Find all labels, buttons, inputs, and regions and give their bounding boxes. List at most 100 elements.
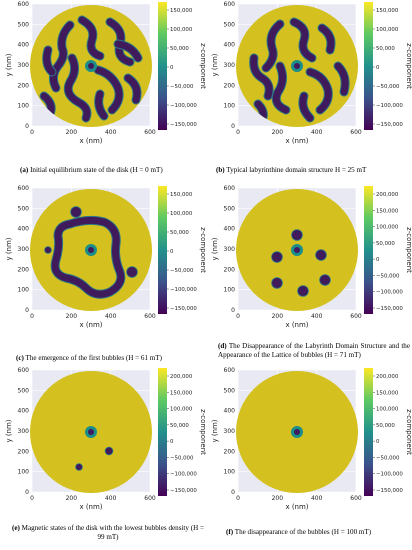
caption-letter-a: (a) bbox=[20, 166, 29, 174]
colorbar-tick-label: 0 bbox=[170, 249, 174, 255]
y-tick-label: 200 bbox=[18, 448, 30, 455]
colorbar-tick-label: 0 bbox=[376, 439, 380, 445]
bubble-domain bbox=[272, 252, 282, 262]
colorbar-tick-label: 50,000 bbox=[376, 46, 395, 52]
stripe-domain bbox=[306, 68, 332, 114]
stripe-domain bbox=[262, 20, 284, 72]
colorbar-c bbox=[158, 186, 167, 314]
y-tick-label: 200 bbox=[18, 82, 30, 89]
colorbar-tick-label: 100,000 bbox=[170, 27, 193, 33]
colorbar-tick-label: −100,000 bbox=[170, 103, 197, 109]
x-axis-label: x (nm) bbox=[285, 321, 308, 329]
x-tick-label: 600 bbox=[350, 495, 362, 502]
colorbar-tick-label: −50,000 bbox=[170, 84, 194, 90]
core-center bbox=[88, 429, 94, 435]
colorbar-tick-label: 50,000 bbox=[376, 423, 395, 429]
x-tick-label: 0 bbox=[30, 313, 34, 320]
y-axis-label: y (nm) bbox=[5, 237, 13, 260]
colorbar-tick-label: −150,000 bbox=[376, 306, 403, 312]
y-tick-label: 400 bbox=[18, 226, 30, 233]
y-tick-label: 600 bbox=[18, 1, 30, 8]
x-tick-label: 600 bbox=[144, 495, 156, 502]
bubble-domain bbox=[45, 247, 51, 253]
colorbar-label: z-component bbox=[199, 409, 207, 455]
stripe-domain bbox=[95, 90, 108, 120]
y-tick-label: 200 bbox=[224, 266, 236, 273]
core-center bbox=[294, 63, 300, 69]
y-tick-label: 500 bbox=[224, 205, 236, 212]
caption-text-e: Magnetic states of the disk with the low… bbox=[21, 524, 204, 541]
colorbar-tick-label: 0 bbox=[170, 439, 174, 445]
caption-text-d: The Disappearance of the Labyrinth Domai… bbox=[218, 342, 410, 359]
plot-f: 0 100 200 300 400 500 600 0 200 400 600 x (nm) y (nm… bbox=[211, 367, 412, 511]
bubble-domain bbox=[71, 207, 81, 217]
y-tick-label: 300 bbox=[224, 246, 236, 253]
x-axis-label: x (nm) bbox=[285, 137, 308, 145]
x-tick-label: 0 bbox=[236, 129, 240, 136]
x-tick-label: 0 bbox=[30, 495, 34, 502]
y-tick-label: 200 bbox=[18, 266, 30, 273]
stripe-domain bbox=[124, 74, 141, 104]
y-axis-label: y (nm) bbox=[5, 419, 13, 442]
bubble-domain bbox=[127, 267, 137, 277]
y-tick-label: 400 bbox=[224, 408, 236, 415]
plot-a: 0 100 200 300 400 500 600 0 200 400 600 x (nm) y (nm… bbox=[5, 1, 207, 145]
x-tick-label: 400 bbox=[105, 495, 117, 502]
figure-panel-e: 0 100 200 300 400 500 600 0 200 400 600 x (nm) y (nm… bbox=[0, 366, 207, 544]
bubble-domain bbox=[320, 275, 330, 285]
x-tick-label: 600 bbox=[350, 313, 362, 320]
y-tick-label: 300 bbox=[224, 62, 236, 69]
y-tick-label: 600 bbox=[224, 185, 236, 192]
caption-f: (f) The disappearance of the bubbles (H … bbox=[226, 528, 412, 537]
x-tick-label: 600 bbox=[144, 313, 156, 320]
colorbar-f bbox=[364, 368, 373, 496]
core-center bbox=[294, 429, 300, 435]
stripe-domain bbox=[51, 216, 125, 298]
x-tick-label: 400 bbox=[311, 129, 323, 136]
x-tick-label: 200 bbox=[66, 495, 78, 502]
core-center bbox=[88, 63, 94, 69]
colorbar-tick-label: 200,000 bbox=[376, 192, 399, 198]
figure-panel-d: 0 100 200 300 400 500 600 0 200 400 600 x (nm) y (nm… bbox=[206, 184, 412, 362]
y-tick-label: 100 bbox=[224, 103, 236, 110]
colorbar-tick-label: 200,000 bbox=[376, 374, 399, 380]
y-tick-label: 100 bbox=[18, 103, 30, 110]
colorbar-tick-label: −100,000 bbox=[376, 290, 403, 296]
figure-panel-c: 0 100 200 300 400 500 600 0 200 400 600 x (nm) y (nm… bbox=[0, 184, 207, 362]
colorbar-d bbox=[364, 186, 373, 314]
stripe-domain bbox=[299, 92, 314, 122]
colorbar-tick-label: −150,000 bbox=[170, 122, 197, 128]
x-tick-label: 600 bbox=[144, 129, 156, 136]
colorbar-tick-label: −50,000 bbox=[376, 455, 400, 461]
caption-text-a: Initial equilibrium state of the disk (H… bbox=[30, 166, 163, 174]
x-tick-label: 0 bbox=[30, 129, 34, 136]
y-tick-label: 600 bbox=[224, 367, 236, 374]
x-tick-label: 400 bbox=[311, 495, 323, 502]
colorbar-tick-label: −50,000 bbox=[170, 455, 194, 461]
stripe-domain bbox=[49, 21, 74, 92]
x-axis-label: x (nm) bbox=[79, 503, 102, 511]
colorbar-tick-label: −100,000 bbox=[170, 287, 197, 293]
colorbar-tick-label: 150,000 bbox=[376, 8, 399, 14]
stripe-domain bbox=[94, 66, 123, 114]
y-tick-label: 500 bbox=[18, 205, 30, 212]
colorbar-tick-label: 0 bbox=[376, 257, 380, 263]
stripe-domain bbox=[318, 24, 335, 54]
plot-b: 0 100 200 300 400 500 600 0 200 400 600 x (nm) y (nm… bbox=[211, 1, 412, 145]
x-axis-label: x (nm) bbox=[79, 137, 102, 145]
plot-d: 0 100 200 300 400 500 600 0 200 400 600 x (nm) y (nm… bbox=[211, 185, 412, 329]
figure-panel-f: 0 100 200 300 400 500 600 0 200 400 600 x (nm) y (nm… bbox=[206, 366, 412, 544]
stripe-domain bbox=[64, 54, 91, 122]
domain-pattern-d bbox=[271, 229, 331, 297]
colorbar-tick-label: −150,000 bbox=[170, 488, 197, 494]
x-axis-label: x (nm) bbox=[285, 503, 308, 511]
y-axis-label: y (nm) bbox=[211, 419, 219, 442]
y-tick-label: 100 bbox=[224, 469, 236, 476]
bubble-domain bbox=[316, 250, 326, 260]
y-axis-label: y (nm) bbox=[211, 53, 219, 76]
y-tick-label: 300 bbox=[18, 428, 30, 435]
colorbar-label: z-component bbox=[199, 43, 207, 89]
y-tick-label: 300 bbox=[18, 62, 30, 69]
y-tick-label: 400 bbox=[18, 408, 30, 415]
y-tick-label: 300 bbox=[224, 428, 236, 435]
